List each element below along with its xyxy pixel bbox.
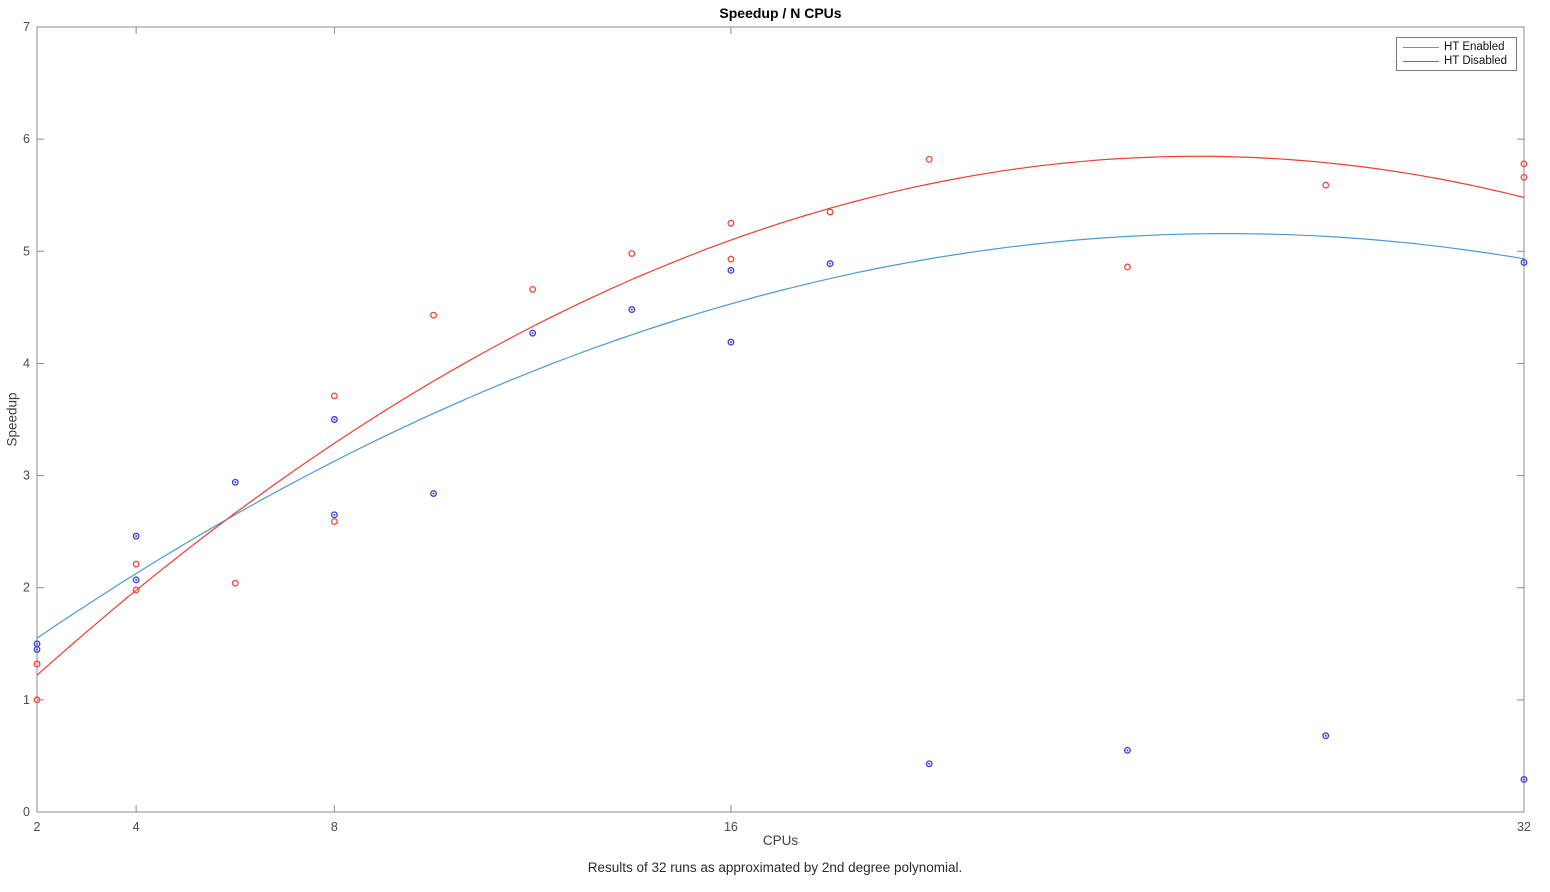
x-tick-label: 32 xyxy=(1517,820,1531,834)
data-point-center-dot xyxy=(234,481,237,484)
data-point-ht-enabled xyxy=(1124,746,1131,754)
legend-label-ht-enabled: HT Enabled xyxy=(1444,41,1505,53)
data-point-ht-enabled xyxy=(330,416,338,423)
data-point-ht-disabled xyxy=(430,311,437,319)
legend-line-sample-ht-enabled xyxy=(1403,46,1439,48)
legend-line-sample-ht-disabled xyxy=(1403,60,1439,62)
data-point-center-dot xyxy=(36,642,38,645)
data-point-ht-disabled xyxy=(1520,160,1528,168)
data-point-center-dot xyxy=(333,418,336,421)
data-point-ht-disabled xyxy=(1322,181,1330,189)
data-point-center-dot xyxy=(1523,778,1525,781)
data-point-ht-disabled xyxy=(826,208,834,216)
data-point-ht-enabled xyxy=(628,306,636,314)
figure-caption: Results of 32 runs as approximated by 2n… xyxy=(587,860,963,875)
data-point-ht-enabled xyxy=(132,532,140,540)
fit-curve-ht-enabled xyxy=(36,233,1525,639)
data-point-ht-enabled xyxy=(33,645,41,653)
y-axis-label: Speedup xyxy=(4,392,20,447)
data-point-ht-disabled xyxy=(727,255,735,263)
y-tick-label: 7 xyxy=(23,20,30,34)
data-point-center-dot xyxy=(432,492,435,495)
data-point-ht-enabled xyxy=(529,329,537,337)
data-point-ht-enabled xyxy=(925,760,933,768)
data-point-center-dot xyxy=(135,578,138,581)
data-point-ht-disabled xyxy=(330,518,338,525)
legend-entry-ht-enabled: HT Enabled xyxy=(1397,40,1516,54)
legend: HT Enabled HT Disabled xyxy=(1396,37,1517,71)
data-point-center-dot xyxy=(1126,749,1129,752)
y-tick-label: 3 xyxy=(23,469,30,483)
data-point-center-dot xyxy=(135,535,138,538)
data-point-ht-disabled xyxy=(132,560,140,568)
y-tick-label: 0 xyxy=(23,805,30,819)
data-point-ht-disabled xyxy=(231,579,239,587)
data-point-center-dot xyxy=(630,308,633,311)
data-point-center-dot xyxy=(1523,261,1525,264)
data-point-ht-enabled xyxy=(826,260,834,268)
data-point-center-dot xyxy=(829,262,832,265)
x-tick-label: 8 xyxy=(331,820,338,834)
y-tick-label: 2 xyxy=(23,581,30,595)
data-point-center-dot xyxy=(36,648,38,651)
y-tick-label: 6 xyxy=(23,132,30,146)
data-point-center-dot xyxy=(928,762,931,765)
x-tick-label: 2 xyxy=(34,820,41,834)
data-point-ht-enabled xyxy=(1322,732,1330,740)
x-tick-label: 16 xyxy=(724,820,738,834)
y-tick-label: 1 xyxy=(23,693,30,707)
data-point-ht-disabled xyxy=(1520,173,1528,181)
fit-curve-ht-disabled xyxy=(36,155,1525,676)
data-point-ht-enabled xyxy=(1520,776,1528,783)
plot-box xyxy=(36,26,1525,813)
data-point-ht-disabled xyxy=(1124,263,1131,271)
data-point-ht-disabled xyxy=(33,660,41,668)
legend-label-ht-disabled: HT Disabled xyxy=(1444,55,1508,67)
data-point-ht-disabled xyxy=(33,696,41,704)
legend-entry-ht-disabled: HT Disabled xyxy=(1397,54,1516,68)
data-point-center-dot xyxy=(333,513,336,516)
y-tick-label: 5 xyxy=(23,244,30,258)
data-point-ht-disabled xyxy=(628,250,636,257)
data-point-ht-disabled xyxy=(727,219,735,227)
data-point-ht-enabled xyxy=(727,266,735,274)
data-point-ht-disabled xyxy=(529,285,537,293)
data-point-ht-enabled xyxy=(231,478,239,486)
data-point-ht-disabled xyxy=(330,392,338,400)
data-point-ht-enabled xyxy=(430,490,437,497)
y-tick-label: 4 xyxy=(23,356,30,370)
data-point-center-dot xyxy=(729,269,732,272)
data-point-center-dot xyxy=(1324,734,1327,737)
data-point-ht-disabled xyxy=(132,586,140,594)
data-point-ht-enabled xyxy=(132,576,140,584)
chart-title: Speedup / N CPUs xyxy=(719,5,842,21)
x-axis-label: CPUs xyxy=(762,833,799,848)
x-tick-label: 4 xyxy=(133,820,140,834)
data-point-ht-enabled xyxy=(330,511,338,519)
data-point-center-dot xyxy=(729,341,732,344)
data-point-ht-disabled xyxy=(925,155,933,163)
data-point-ht-enabled xyxy=(727,338,735,346)
data-point-center-dot xyxy=(531,332,534,335)
data-point-ht-enabled xyxy=(1520,259,1528,266)
